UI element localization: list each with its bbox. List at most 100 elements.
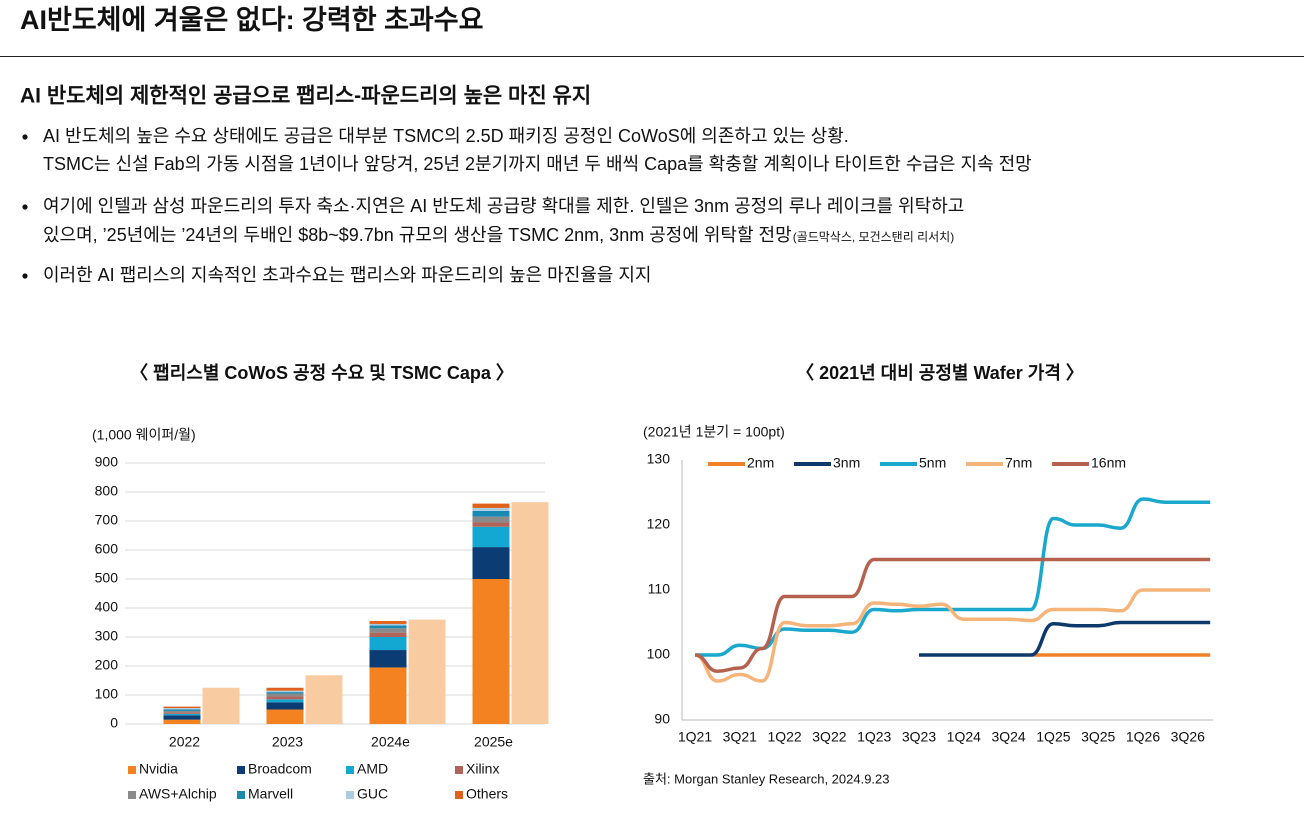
x-tick-label: 2022 <box>169 734 200 750</box>
y-axis-label: (1,000 웨이퍼/월) <box>92 427 196 443</box>
x-tick-label: 1Q23 <box>857 729 891 745</box>
bar-segment <box>472 522 510 527</box>
legend-swatch <box>346 791 354 799</box>
chart-title: 〈 팹리스별 CoWoS 공정 수요 및 TSMC Capa 〉 <box>130 363 514 383</box>
x-tick-label: 3Q25 <box>1081 729 1115 745</box>
chart-title: 〈 2021년 대비 공정별 Wafer 가격 〉 <box>796 363 1084 383</box>
legend-swatch <box>128 766 136 774</box>
y-tick-label: 600 <box>95 541 119 557</box>
bullet-dot <box>22 204 28 210</box>
y-tick-label: 800 <box>95 483 119 499</box>
bar-segment <box>163 709 201 711</box>
x-tick-label: 1Q25 <box>1036 729 1070 745</box>
bar-segment <box>266 709 304 724</box>
series-line <box>695 497 1211 657</box>
legend-label: Others <box>466 786 508 802</box>
bar-segment <box>266 687 304 691</box>
legend-label: 7nm <box>1005 455 1032 471</box>
bar-segment <box>369 621 407 624</box>
subtitle: AI 반도체의 제한적인 공급으로 팹리스-파운드리의 높은 마진 유지 <box>20 85 591 108</box>
bar-segment <box>163 719 201 724</box>
bar-segment <box>472 503 510 508</box>
legend-label: 16nm <box>1091 455 1126 471</box>
bar-segment <box>266 690 304 693</box>
bar-segment <box>369 625 407 629</box>
y-tick-label: 500 <box>95 570 119 586</box>
bullet-text: 여기에 인텔과 삼성 파운드리의 투자 축소·지연은 AI 반도체 공급량 확대… <box>43 196 964 216</box>
y-tick-label: 110 <box>648 581 671 597</box>
capa-bar <box>511 502 549 724</box>
bullet-dot <box>22 134 28 140</box>
legend-label: AMD <box>357 761 388 777</box>
legend-swatch <box>455 766 463 774</box>
legend-label: Broadcom <box>248 761 312 777</box>
x-tick-label: 3Q22 <box>812 729 846 745</box>
y-tick-label: 100 <box>647 646 671 662</box>
bar-segment <box>163 713 201 716</box>
series-line <box>694 557 1211 673</box>
bar-segment <box>163 710 201 713</box>
bar-segment <box>266 702 304 710</box>
series-line <box>919 620 1211 657</box>
x-tick-label: 2023 <box>272 734 303 750</box>
y-tick-label: 120 <box>647 516 671 532</box>
y-tick-label: 700 <box>95 512 119 528</box>
bullet-note: (골드막삭스, 모건스탠리 리서치) <box>793 230 955 244</box>
capa-bar <box>202 687 240 724</box>
legend-label: GUC <box>357 786 388 802</box>
y-tick-label: 90 <box>654 711 670 727</box>
legend-swatch <box>455 791 463 799</box>
bar-segment <box>163 715 201 720</box>
bullet-text: AI 반도체의 높은 수요 상태에도 공급은 대부분 TSMC의 2.5D 패키… <box>43 126 849 146</box>
x-tick-label: 3Q23 <box>902 729 936 745</box>
bar-segment <box>472 547 510 579</box>
page-title: AI반도체에 겨울은 없다: 강력한 초과수요 <box>20 5 483 35</box>
bar-segment <box>472 526 510 548</box>
bullet-text: 있으며, ’25년에는 ’24년의 두배인 $8b~$9.7bn 규모의 생산을… <box>43 225 792 245</box>
legend-label: AWS+Alchip <box>139 786 217 802</box>
bar-segment <box>266 699 304 703</box>
bar-segment <box>266 693 304 697</box>
series-line <box>694 588 1211 683</box>
bar-segment <box>472 510 510 517</box>
x-tick-label: 2025e <box>474 734 513 750</box>
bar-segment <box>369 632 407 637</box>
y-tick-label: 130 <box>647 451 671 467</box>
x-tick-label: 1Q22 <box>767 729 801 745</box>
legend-swatch <box>346 766 354 774</box>
bar-segment <box>369 623 407 626</box>
x-tick-label: 1Q24 <box>947 729 981 745</box>
bar-segment <box>472 579 510 724</box>
bar-segment <box>369 667 407 724</box>
legend-label: Marvell <box>248 786 293 802</box>
y-tick-label: 0 <box>110 715 118 731</box>
legend-label: 2nm <box>747 455 774 471</box>
capa-bar <box>305 675 343 724</box>
x-tick-label: 1Q26 <box>1126 729 1160 745</box>
legend-swatch <box>128 791 136 799</box>
bar-segment <box>472 516 510 523</box>
x-tick-label: 1Q21 <box>678 729 712 745</box>
bullet-text: TSMC는 신설 Fab의 가동 시점을 1년이나 앞당겨, 25년 2분기까지… <box>43 154 1032 174</box>
bar-segment <box>369 628 407 633</box>
legend-label: 5nm <box>919 455 946 471</box>
y-tick-label: 900 <box>95 454 119 470</box>
x-tick-label: 2024e <box>371 734 410 750</box>
bar-segment <box>369 650 407 668</box>
y-tick-label: 300 <box>95 628 119 644</box>
source: 출처: Morgan Stanley Research, 2024.9.23 <box>643 771 890 786</box>
y-tick-label: 400 <box>95 599 119 615</box>
bar-segment <box>472 507 510 511</box>
legend-label: 3nm <box>833 455 860 471</box>
x-tick-label: 3Q21 <box>723 729 757 745</box>
bar-segment <box>163 712 201 714</box>
legend-swatch <box>237 766 245 774</box>
legend-label: Xilinx <box>466 761 499 777</box>
y-tick-label: 100 <box>95 686 119 702</box>
bar-segment <box>163 706 201 709</box>
legend-label: Nvidia <box>139 761 178 777</box>
y-axis-label: (2021년 1분기 = 100pt) <box>643 424 785 440</box>
x-tick-label: 3Q24 <box>991 729 1025 745</box>
legend-swatch <box>237 791 245 799</box>
